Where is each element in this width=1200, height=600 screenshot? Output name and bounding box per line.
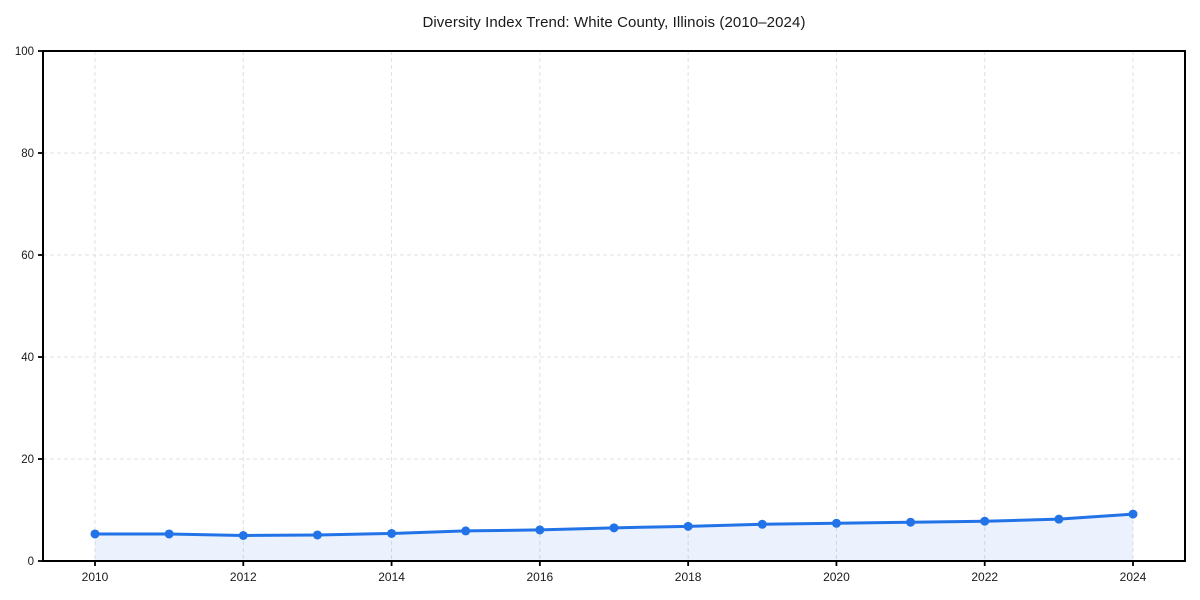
data-point-marker — [90, 529, 100, 539]
y-tick-label: 40 — [21, 352, 34, 364]
x-tick-label: 2010 — [82, 570, 109, 584]
data-point-marker — [980, 516, 990, 526]
y-tick-label: 0 — [28, 556, 34, 568]
data-point-marker — [906, 517, 916, 527]
y-tick-label: 60 — [21, 250, 34, 262]
x-tick-label: 2012 — [230, 570, 257, 584]
data-point-marker — [461, 526, 471, 536]
x-tick-label: 2020 — [823, 570, 850, 584]
data-point-marker — [238, 531, 248, 540]
data-point-marker — [535, 525, 545, 535]
x-tick-label: 2014 — [378, 570, 405, 584]
data-point-marker — [609, 523, 619, 533]
y-tick-label: 20 — [21, 454, 34, 466]
data-point-marker — [683, 521, 693, 531]
x-tick-label: 2022 — [971, 570, 998, 584]
data-point-marker — [1128, 509, 1138, 519]
data-point-marker — [831, 518, 841, 528]
chart-title: Diversity Index Trend: White County, Ill… — [422, 14, 806, 31]
x-tick-label: 2024 — [1120, 570, 1147, 584]
data-point-marker — [757, 519, 767, 529]
x-tick-label: 2016 — [527, 570, 554, 584]
area-fill — [95, 514, 1133, 561]
x-tick-label: 2018 — [675, 570, 702, 584]
data-point-marker — [1054, 514, 1064, 524]
plot-border — [42, 50, 1186, 562]
y-tick-label: 80 — [21, 148, 34, 160]
data-point-marker — [387, 528, 397, 538]
y-tick-label: 100 — [15, 46, 34, 58]
data-point-marker — [312, 530, 322, 540]
data-point-marker — [164, 529, 174, 539]
